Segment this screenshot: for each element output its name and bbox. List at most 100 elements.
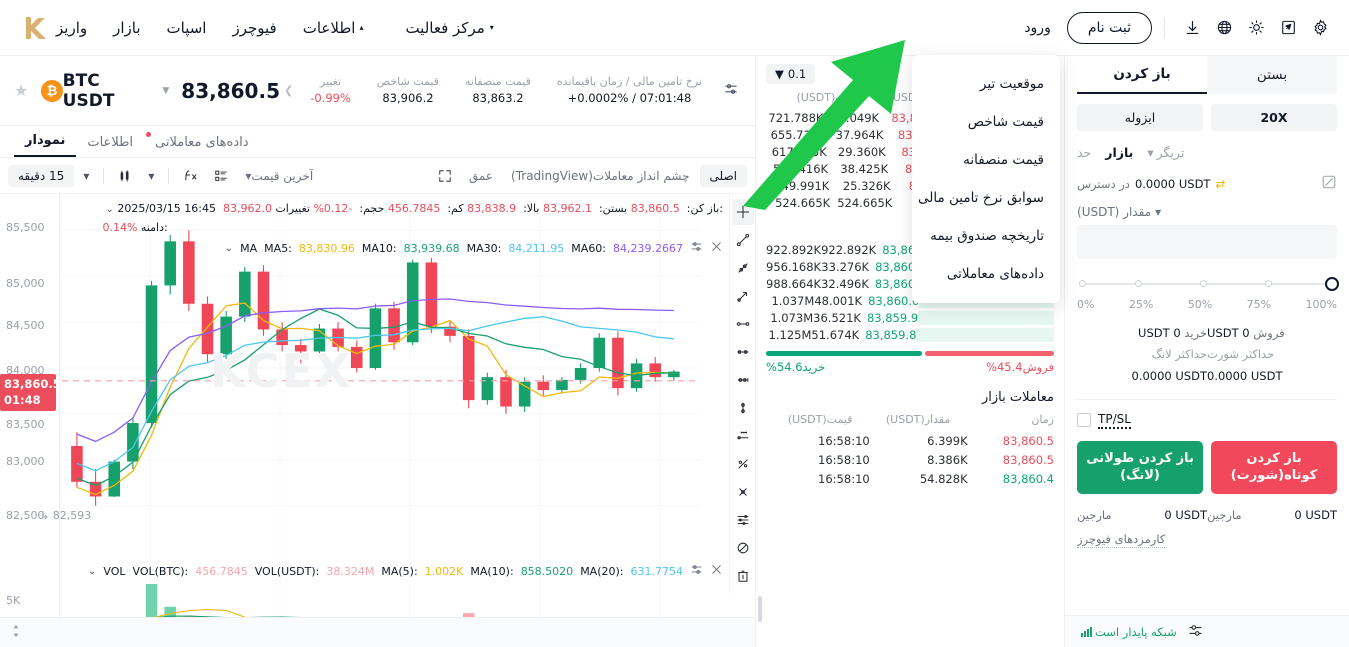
tab-trading-data[interactable]: داده‌های معاملاتی: [144, 132, 260, 157]
kcex-logo-icon[interactable]: [14, 8, 54, 48]
pitchfork-icon[interactable]: [732, 367, 754, 393]
nav-item-1[interactable]: بازار: [111, 13, 142, 43]
dropdown-item-1[interactable]: قیمت شاخص: [967, 114, 1044, 130]
tab-information[interactable]: اطلاعات: [76, 135, 144, 157]
volume-legend: ⌄ VOL VOL(BTC): 456.7845 VOL(USDT): 38.3…: [85, 563, 723, 579]
vertical-scale-icon[interactable]: [10, 624, 22, 641]
slider-node-50[interactable]: [1200, 280, 1207, 287]
slider-handle[interactable]: [1325, 277, 1339, 291]
dropdown-item-5[interactable]: داده‌های معاملاتی: [946, 266, 1044, 282]
fib-retracement-icon[interactable]: [732, 395, 754, 421]
chevron-down-icon[interactable]: ▼: [162, 85, 170, 96]
slider-node-100[interactable]: [1079, 280, 1086, 287]
timeframe-dropdown-icon[interactable]: ▾: [83, 168, 90, 183]
margin-value-2: 0 USDT: [1294, 507, 1337, 522]
nav-item-0[interactable]: واریز: [54, 13, 89, 43]
favorite-star-icon[interactable]: ★: [14, 81, 29, 100]
main-chart-tab[interactable]: اصلی: [699, 164, 747, 187]
nav-item-3[interactable]: فیوچرز: [230, 13, 278, 43]
gear-icon[interactable]: [1305, 13, 1335, 43]
hide-drawings-icon[interactable]: [732, 535, 754, 561]
ma-collapse-icon[interactable]: ⌄: [224, 242, 234, 254]
order-type-trigger[interactable]: تریگر ▾: [1147, 145, 1184, 160]
depth-tab[interactable]: عمق: [468, 168, 494, 183]
settings-sliders-icon[interactable]: [732, 507, 754, 533]
indicator-templates-icon[interactable]: [207, 166, 235, 186]
ytick-1: 85,000: [6, 277, 45, 290]
legend-collapse-icon[interactable]: ⌄: [105, 204, 114, 215]
measure-icon[interactable]: [732, 423, 754, 449]
arrow-line-icon[interactable]: [732, 283, 754, 309]
trend-line-icon[interactable]: [732, 227, 754, 253]
precision-selector[interactable]: ▼ 0.1: [766, 64, 816, 84]
order-type-limit[interactable]: حد: [1077, 145, 1092, 160]
stat-change: تغییر -0.99%: [310, 73, 351, 108]
margin-mode-selector[interactable]: ایزوله: [1077, 104, 1203, 131]
trash-icon[interactable]: [732, 563, 754, 589]
vol-ma5-label: MA(5):: [381, 564, 418, 578]
brush-icon[interactable]: [732, 451, 754, 477]
candle-type-icon[interactable]: [111, 166, 139, 186]
tab-close-position[interactable]: بستن: [1207, 56, 1337, 94]
tpsl-checkbox[interactable]: [1077, 413, 1091, 428]
precision-value: 0.1: [787, 67, 807, 81]
futures-fees-link[interactable]: کارمزدهای فیوچرز: [1077, 531, 1166, 548]
candle-type-dropdown-icon[interactable]: ▾: [148, 168, 155, 183]
tab-open-position[interactable]: باز کردن: [1077, 56, 1207, 94]
order-book-row[interactable]: 83,859.8 51.674K 1.125M: [756, 326, 1064, 343]
brightness-icon[interactable]: [1241, 13, 1271, 43]
signup-button[interactable]: ثبت نام: [1066, 11, 1152, 44]
activity-center-menu[interactable]: مرکز فعالیت ▾: [405, 19, 493, 37]
candlestick-plot[interactable]: [0, 194, 755, 647]
dropdown-item-4[interactable]: تاریخچه صندوق بیمه: [930, 228, 1044, 244]
chevron-right-icon[interactable]: ❯: [284, 84, 294, 97]
amount-input[interactable]: [1077, 225, 1337, 259]
globe-icon[interactable]: [1209, 13, 1239, 43]
chevron-down-icon: ▾: [489, 23, 494, 32]
open-short-button[interactable]: باز کردن کوتاه(شورت): [1211, 440, 1337, 494]
nav-item-4-information[interactable]: ▴ اطلاعات: [301, 13, 366, 43]
status-settings-icon[interactable]: [1187, 622, 1204, 642]
volume-close-icon[interactable]: [710, 563, 723, 579]
trading-pair-name[interactable]: BTC USDT: [62, 70, 115, 111]
order-type-market[interactable]: بازار: [1105, 145, 1134, 160]
row-total: 617.775K: [771, 144, 827, 159]
dropdown-item-0[interactable]: موقعیت تیر: [979, 76, 1044, 92]
nav-item-2[interactable]: اسپات: [165, 13, 209, 43]
slider-node-75[interactable]: [1135, 280, 1142, 287]
volume-title: VOL: [103, 564, 126, 578]
order-book-scrollbar[interactable]: [758, 596, 762, 622]
fx-indicator-icon[interactable]: [176, 165, 205, 186]
symbol-settings-icon[interactable]: [715, 81, 747, 100]
trade-panel: باز کردن بستن ایزوله 20X حد بازار تریگر …: [1065, 56, 1349, 647]
volume-collapse-icon[interactable]: ⌄: [87, 565, 97, 577]
login-link[interactable]: ورود: [1024, 19, 1051, 36]
crosshair-icon[interactable]: [731, 199, 754, 225]
ray-line-icon[interactable]: [732, 255, 754, 281]
tab-chart[interactable]: نمودار: [14, 133, 77, 157]
leverage-selector[interactable]: 20X: [1211, 104, 1337, 131]
ma-close-icon[interactable]: [710, 240, 723, 256]
timeframe-selector[interactable]: 15 دقیقه: [8, 164, 75, 187]
transfer-icon[interactable]: ⇄: [1215, 176, 1226, 191]
ratio-bar-sell: [924, 351, 1054, 356]
sell-value: 0 USDT: [1207, 326, 1250, 340]
fullscreen-icon[interactable]: [431, 166, 459, 186]
dropdown-item-2[interactable]: قیمت منصفانه: [963, 152, 1044, 168]
dropdown-item-3[interactable]: سوابق نرخ تامین مالی: [917, 190, 1044, 206]
horizontal-line-icon[interactable]: [732, 311, 754, 337]
slider-node-25[interactable]: [1265, 280, 1272, 287]
shapes-icon[interactable]: [732, 479, 754, 505]
download-icon[interactable]: [1177, 13, 1207, 43]
volume-settings-icon[interactable]: [690, 563, 703, 579]
guide-book-icon[interactable]: [1273, 13, 1303, 43]
ma-settings-icon[interactable]: [690, 240, 703, 256]
ytick-2: 84,500: [6, 319, 45, 332]
calculator-icon[interactable]: [1321, 174, 1337, 193]
last-price-selector[interactable]: آخرین قیمت▾: [245, 168, 314, 183]
tradingview-tab[interactable]: چشم انداز معاملات(TradingView): [511, 168, 690, 183]
parallel-channel-icon[interactable]: [732, 339, 754, 365]
open-long-button[interactable]: باز کردن طولانی (لانگ): [1077, 440, 1203, 494]
order-book-row[interactable]: 83,859.9 36.521K 1.073M: [756, 309, 1064, 326]
percentage-slider[interactable]: [1077, 277, 1339, 291]
